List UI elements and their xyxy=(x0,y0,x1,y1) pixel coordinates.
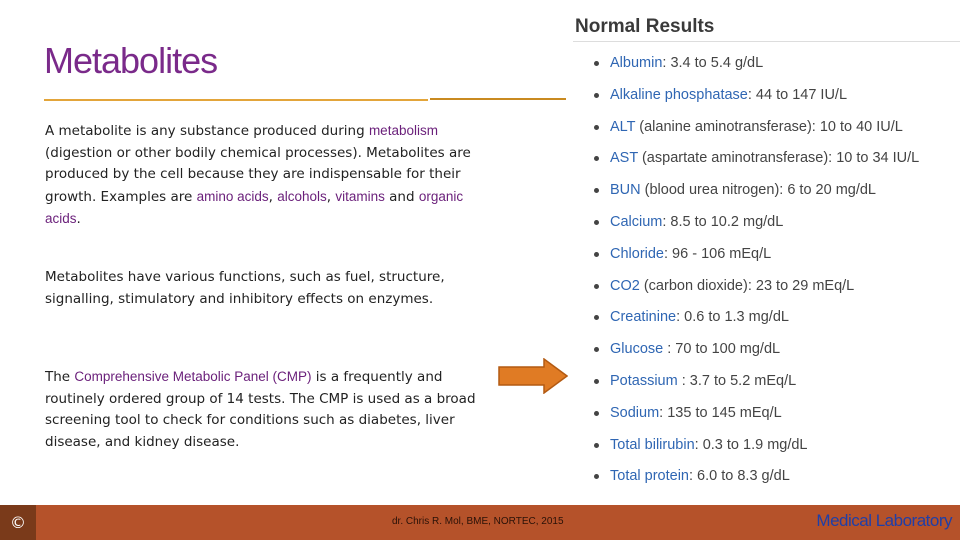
bullet-icon xyxy=(594,474,599,480)
result-item: CO2 (carbon dioxide): 23 to 29 mEq/L xyxy=(573,275,960,307)
bullet-icon xyxy=(594,315,599,321)
bullet-icon xyxy=(594,347,599,353)
result-value: : 3.4 to 5.4 g/dL xyxy=(662,55,764,71)
result-name-link[interactable]: Potassium xyxy=(610,372,678,389)
result-value: : 96 - 106 mEq/L xyxy=(664,245,772,262)
normal-results-panel: Normal Results Albumin: 3.4 to 5.4 g/dL A… xyxy=(573,6,960,494)
result-name-link[interactable]: Albumin xyxy=(610,55,663,71)
result-item: Glucose : 70 to 100 mg/dL xyxy=(573,338,960,370)
result-value: (blood urea nitrogen): 6 to 20 mg/dL xyxy=(640,182,876,199)
paragraph-definition: A metabolite is any substance produced d… xyxy=(45,120,485,231)
result-item: Sodium: 135 to 145 mEq/L xyxy=(573,402,960,434)
results-list: Albumin: 3.4 to 5.4 g/dL Alkaline phospha… xyxy=(573,52,960,497)
text-segment: , xyxy=(326,188,336,205)
result-name-link[interactable]: Glucose xyxy=(610,341,664,358)
result-item: ALT (alanine aminotransferase): 10 to 40… xyxy=(573,116,960,148)
result-value: : 0.6 to 1.3 mg/dL xyxy=(676,309,789,326)
text-segment: and xyxy=(384,188,419,205)
title-underline xyxy=(44,99,428,101)
result-item: Total bilirubin: 0.3 to 1.9 mg/dL xyxy=(573,434,960,466)
result-item: Potassium : 3.7 to 5.2 mEq/L xyxy=(573,370,960,402)
result-value: : 3.7 to 5.2 mEq/L xyxy=(677,372,797,389)
result-value: (alanine aminotransferase): 10 to 40 IU/… xyxy=(635,118,903,135)
paragraph-cmp: The Comprehensive Metabolic Panel (CMP) … xyxy=(45,366,485,453)
bullet-icon xyxy=(594,156,599,162)
result-item: Calcium: 8.5 to 10.2 mg/dL xyxy=(573,211,960,243)
result-value: (aspartate aminotransferase): 10 to 34 I… xyxy=(637,150,920,167)
bullet-icon xyxy=(594,219,599,225)
bullet-icon xyxy=(594,410,599,416)
link-amino-acids[interactable]: amino acids xyxy=(196,188,269,204)
text-segment: . xyxy=(76,211,81,227)
result-name-link[interactable]: Chloride xyxy=(610,245,664,262)
result-name-link[interactable]: CO2 xyxy=(610,277,640,294)
result-name-link[interactable]: AST xyxy=(610,150,638,167)
footer-author: dr. Chris R. Mol, BME, NORTEC, 2015 xyxy=(392,516,564,527)
text-segment: , xyxy=(268,188,278,205)
result-name-link[interactable]: Alkaline phosphatase xyxy=(610,86,748,103)
result-name-link[interactable]: Sodium xyxy=(610,404,660,421)
bullet-icon xyxy=(594,124,599,130)
bullet-icon xyxy=(594,442,599,448)
result-item: Total protein: 6.0 to 8.3 g/dL xyxy=(573,465,960,497)
results-title: Normal Results xyxy=(575,16,715,37)
footer-brand: Medical Laboratory xyxy=(816,511,952,530)
result-value: : 135 to 145 mEq/L xyxy=(659,404,782,421)
bullet-icon xyxy=(594,61,599,66)
result-item: Albumin: 3.4 to 5.4 g/dL xyxy=(573,52,960,84)
result-name-link[interactable]: Total bilirubin xyxy=(610,436,695,453)
result-value: : 8.5 to 10.2 mg/dL xyxy=(662,213,784,230)
link-cmp[interactable]: Comprehensive Metabolic Panel (CMP) xyxy=(74,369,312,384)
text-segment: A metabolite is any substance produced d… xyxy=(45,123,369,139)
result-item: Creatinine: 0.6 to 1.3 mg/dL xyxy=(573,306,960,338)
paragraph-functions: Metabolites have various functions, such… xyxy=(45,269,445,307)
right-arrow-icon xyxy=(498,358,568,394)
result-value: : 0.3 to 1.9 mg/dL xyxy=(694,436,808,453)
result-item: Alkaline phosphatase: 44 to 147 IU/L xyxy=(573,84,960,116)
text-segment: is a frequently and routinely ordered gr… xyxy=(45,369,476,450)
result-name-link[interactable]: Total protein xyxy=(610,468,689,485)
footer-bar: © dr. Chris R. Mol, BME, NORTEC, 2015 Me… xyxy=(0,505,960,540)
bullet-icon xyxy=(594,188,599,194)
results-divider xyxy=(573,41,960,42)
result-value: : 70 to 100 mg/dL xyxy=(663,341,781,358)
copyright-symbol: © xyxy=(0,505,36,540)
result-name-link[interactable]: ALT xyxy=(610,118,636,135)
bullet-icon xyxy=(594,251,599,257)
result-value: (carbon dioxide): 23 to 29 mEq/L xyxy=(639,277,855,294)
result-name-link[interactable]: BUN xyxy=(610,182,641,199)
slide-title: Metabolites xyxy=(44,40,218,81)
result-name-link[interactable]: Creatinine xyxy=(610,309,677,326)
link-metabolism[interactable]: metabolism xyxy=(368,123,438,138)
result-value: : 6.0 to 8.3 g/dL xyxy=(689,468,790,485)
bullet-icon xyxy=(594,378,599,384)
text-segment: (digestion or other bodily chemical proc… xyxy=(45,144,471,205)
link-organic-acids[interactable]: organic acids xyxy=(45,188,464,227)
result-item: Chloride: 96 - 106 mEq/L xyxy=(573,243,960,275)
link-vitamins[interactable]: vitamins xyxy=(335,188,385,204)
result-item: BUN (blood urea nitrogen): 6 to 20 mg/dL xyxy=(573,179,960,211)
bullet-icon xyxy=(594,283,599,289)
result-value: : 44 to 147 IU/L xyxy=(747,86,848,103)
result-name-link[interactable]: Calcium xyxy=(610,213,663,230)
title-underline-accent xyxy=(430,98,566,100)
link-alcohols[interactable]: alcohols xyxy=(277,188,327,204)
bullet-icon xyxy=(594,92,599,98)
result-item: AST (aspartate aminotransferase): 10 to … xyxy=(573,147,960,179)
text-segment: The xyxy=(45,369,75,385)
